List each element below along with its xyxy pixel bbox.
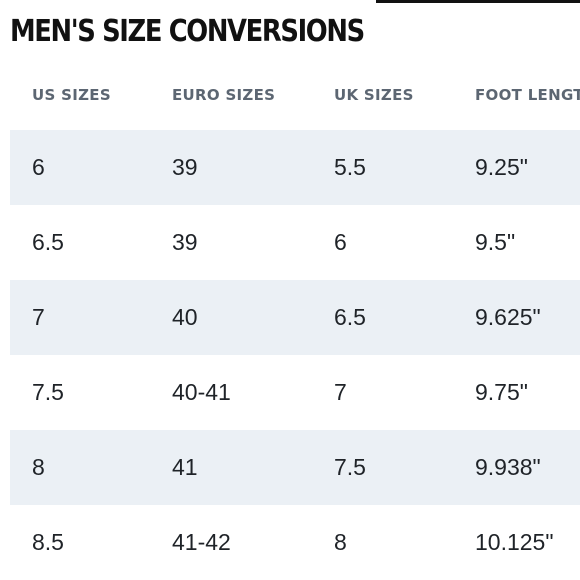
table-row: 8 41 7.5 9.938" — [10, 430, 580, 505]
size-conversion-table: US SIZES EURO SIZES UK SIZES FOOT LENGTH… — [10, 60, 580, 580]
cell-euro: 41-42 — [150, 505, 312, 580]
table-row: 6.5 39 6 9.5" — [10, 205, 580, 280]
table-row: 8.5 41-42 8 10.125" — [10, 505, 580, 580]
cell-uk: 6 — [312, 205, 453, 280]
cell-foot-length: 9.625" — [453, 280, 580, 355]
cell-uk: 7 — [312, 355, 453, 430]
cell-uk: 6.5 — [312, 280, 453, 355]
cell-us: 8.5 — [10, 505, 150, 580]
header-foot-length: FOOT LENGTH — [475, 86, 580, 104]
cell-uk: 7.5 — [312, 430, 453, 505]
cell-us: 8 — [10, 430, 150, 505]
cell-foot-length: 9.938" — [453, 430, 580, 505]
top-divider — [376, 0, 580, 3]
table-row: 7 40 6.5 9.625" — [10, 280, 580, 355]
cell-uk: 8 — [312, 505, 453, 580]
cell-us: 7 — [10, 280, 150, 355]
cell-foot-length: 9.5" — [453, 205, 580, 280]
header-uk-sizes: UK SIZES — [334, 86, 414, 104]
cell-euro: 40-41 — [150, 355, 312, 430]
cell-euro: 39 — [150, 205, 312, 280]
size-table-container[interactable]: US SIZES EURO SIZES UK SIZES FOOT LENGTH… — [10, 60, 580, 580]
cell-us: 7.5 — [10, 355, 150, 430]
cell-foot-length: 10.125" — [453, 505, 580, 580]
table-header-row: US SIZES EURO SIZES UK SIZES FOOT LENGTH — [10, 60, 580, 130]
cell-uk: 5.5 — [312, 130, 453, 205]
cell-euro: 41 — [150, 430, 312, 505]
header-euro-sizes: EURO SIZES — [172, 86, 276, 104]
table-row: 6 39 5.5 9.25" — [10, 130, 580, 205]
cell-foot-length: 9.75" — [453, 355, 580, 430]
cell-us: 6 — [10, 130, 150, 205]
cell-euro: 40 — [150, 280, 312, 355]
table-row: 7.5 40-41 7 9.75" — [10, 355, 580, 430]
page-title: MEN'S SIZE CONVERSIONS — [10, 14, 365, 49]
header-us-sizes: US SIZES — [32, 86, 111, 104]
cell-us: 6.5 — [10, 205, 150, 280]
cell-foot-length: 9.25" — [453, 130, 580, 205]
cell-euro: 39 — [150, 130, 312, 205]
